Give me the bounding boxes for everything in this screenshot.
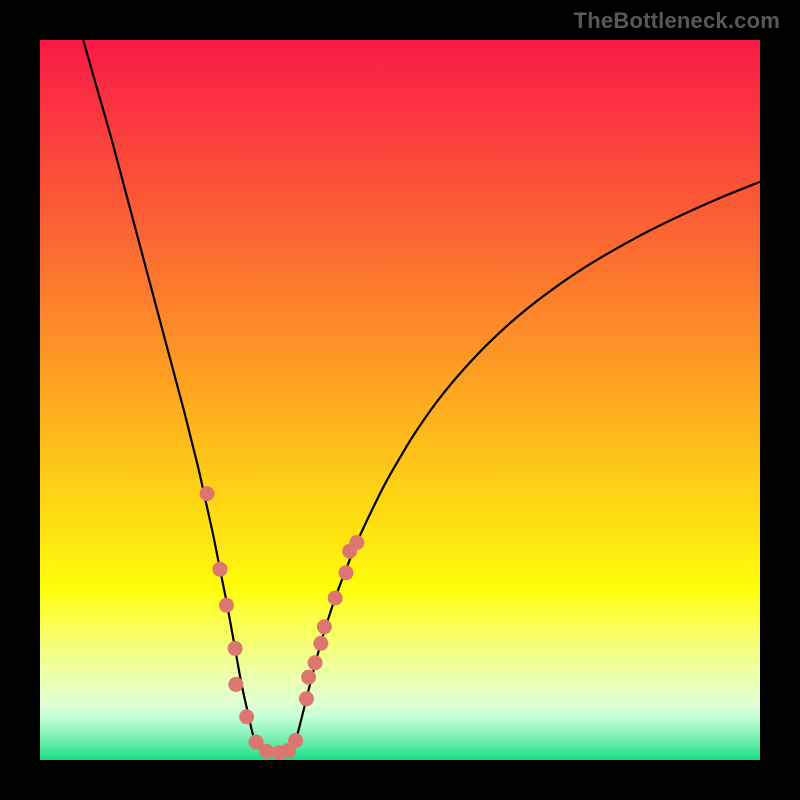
- data-marker: [339, 565, 354, 580]
- plot-area: [40, 40, 760, 760]
- data-marker: [317, 619, 332, 634]
- data-marker: [228, 677, 243, 692]
- data-marker: [288, 733, 303, 748]
- data-marker: [313, 636, 328, 651]
- data-marker: [308, 655, 323, 670]
- watermark-text: TheBottleneck.com: [574, 8, 780, 34]
- data-marker: [228, 641, 243, 656]
- data-marker: [213, 562, 228, 577]
- data-marker: [299, 691, 314, 706]
- figure-outer: TheBottleneck.com: [0, 0, 800, 800]
- data-marker: [239, 709, 254, 724]
- data-marker: [200, 486, 215, 501]
- data-marker: [301, 670, 316, 685]
- data-marker: [328, 591, 343, 606]
- data-marker: [349, 535, 364, 550]
- data-marker: [219, 598, 234, 613]
- chart-svg: [40, 40, 760, 760]
- chart-background: [40, 40, 760, 760]
